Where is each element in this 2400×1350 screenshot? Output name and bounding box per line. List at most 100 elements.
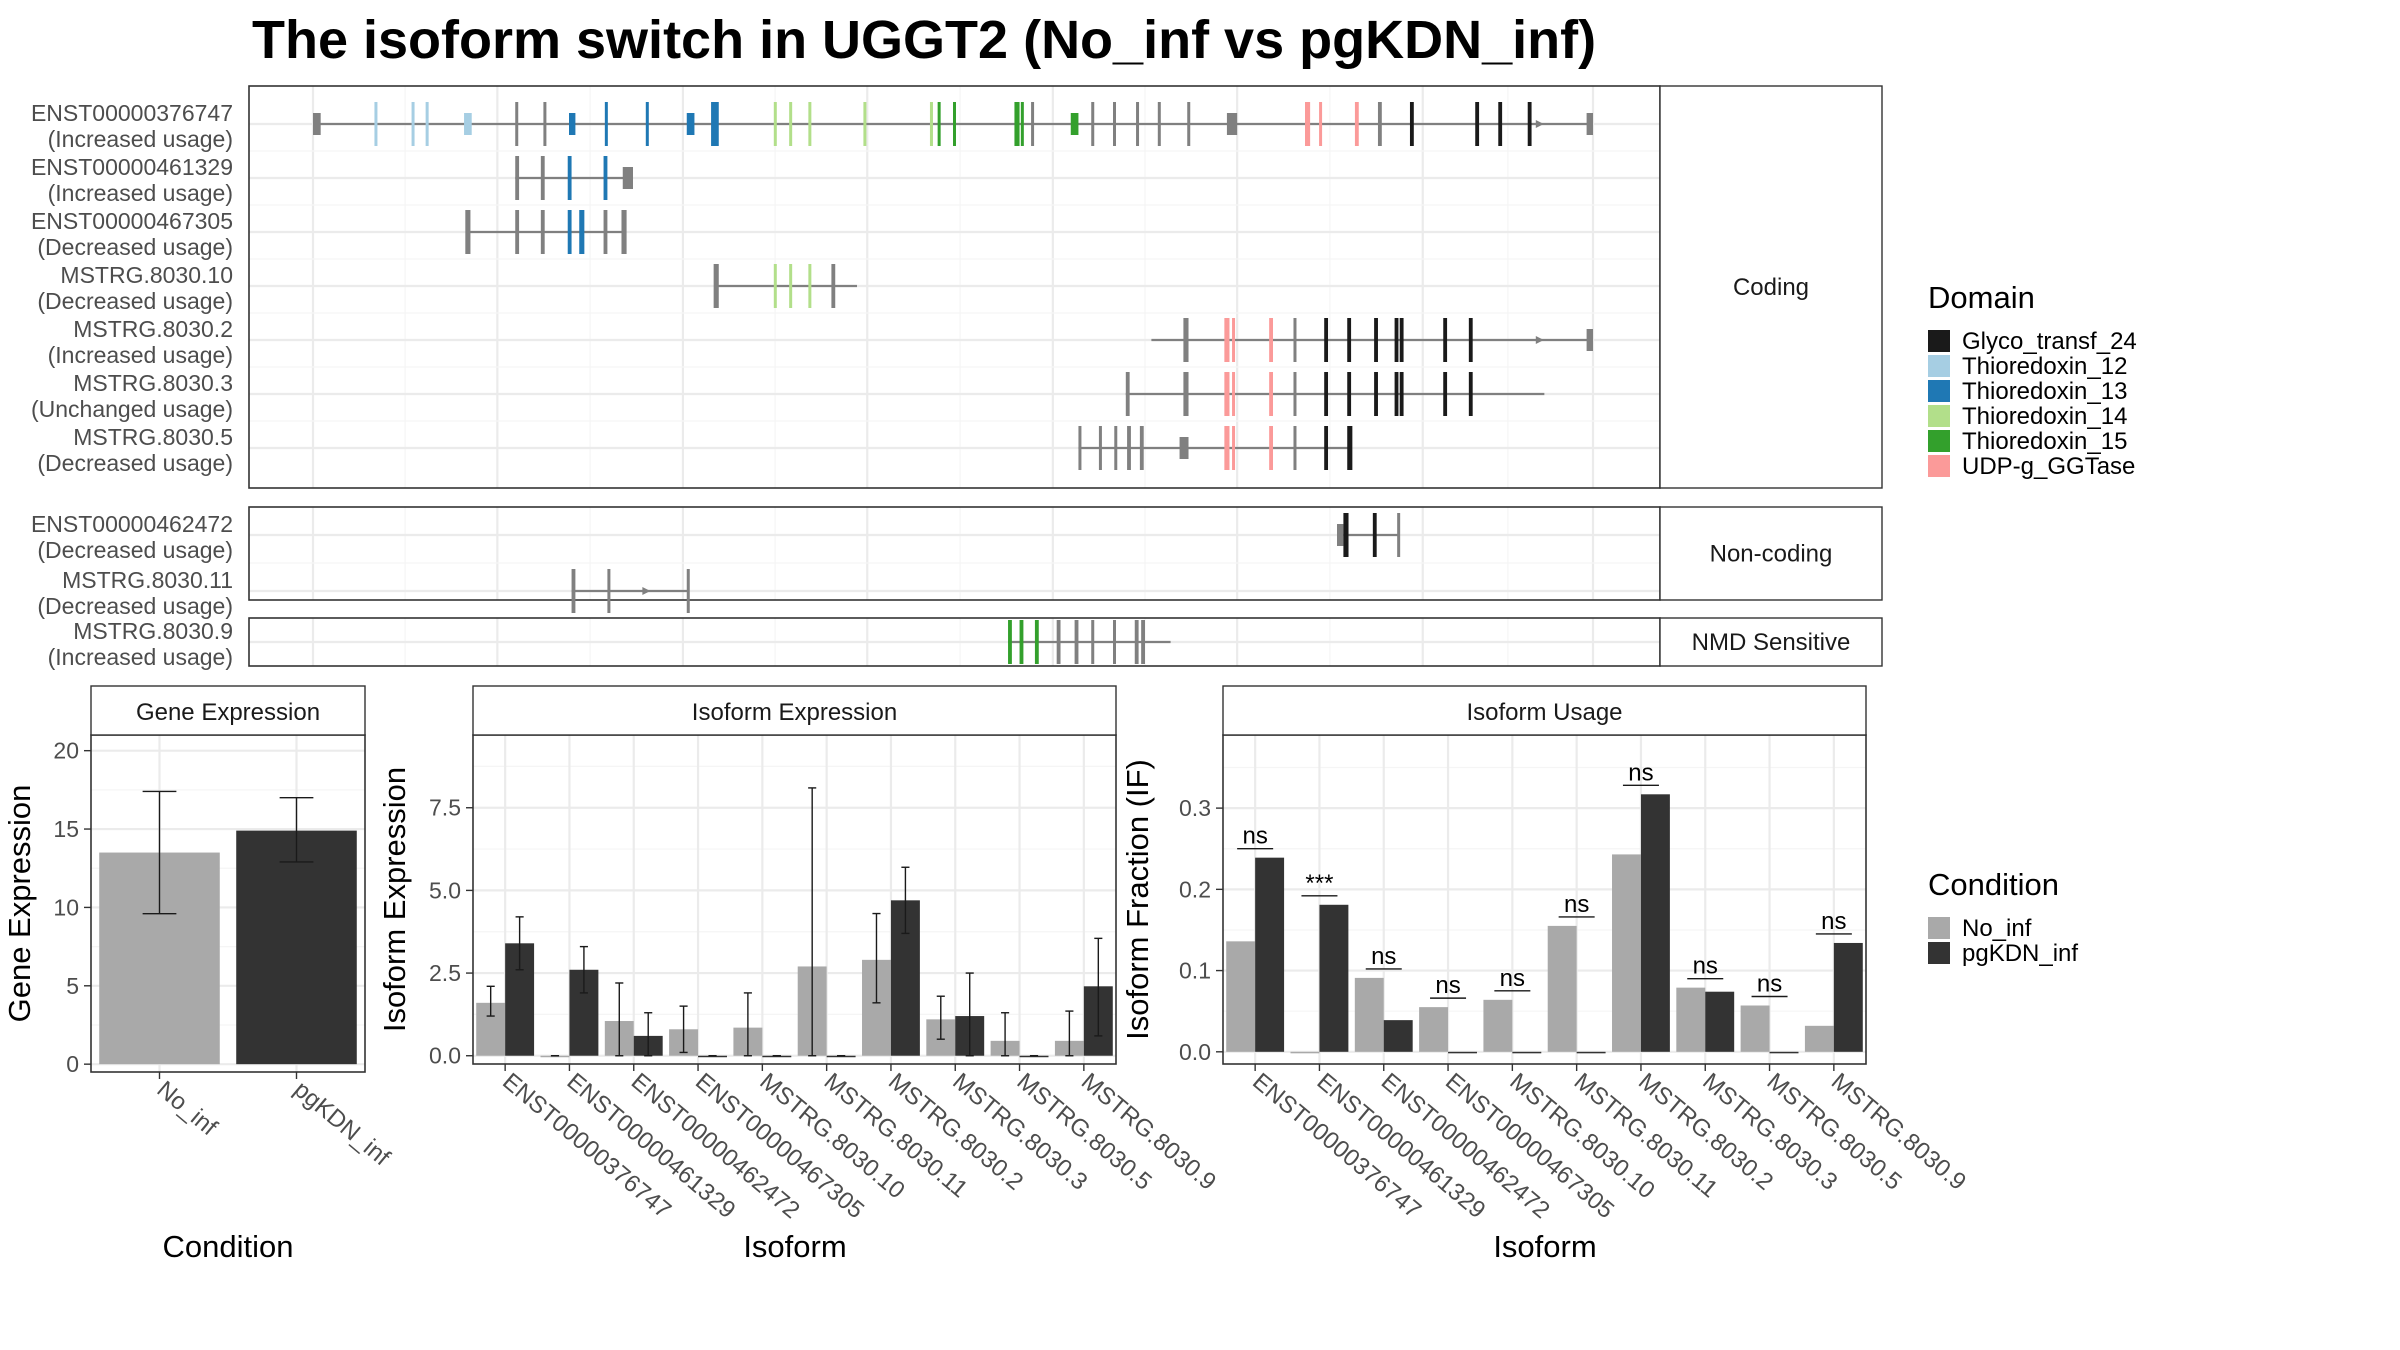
exon-domain [374,102,378,146]
transcript-id-label: MSTRG.8030.3 [73,370,233,396]
significance-label: ns [1242,823,1267,850]
exon-domain [1475,102,1480,146]
exon-domain [1232,318,1236,362]
exon [515,210,520,254]
facet-strip [90,685,366,736]
legend-key-label: pgKDN_inf [1962,940,2078,967]
y-tick-label: 0.2 [1179,876,1211,902]
exon-domain [1224,426,1230,470]
facet-strip [1659,617,1883,667]
exon-domain [713,102,719,146]
bar [236,830,357,1065]
exon [1157,102,1161,146]
exon-domain [1020,102,1024,146]
exon-domain [1347,372,1352,416]
exon [515,156,520,200]
exon-domain [1468,318,1473,362]
significance-label: ns [1628,759,1653,786]
exon [313,113,321,135]
exon-domain [1343,513,1349,557]
exon-domain [1324,372,1329,416]
exon [465,210,471,254]
exon [1091,102,1095,146]
transcript-usage-label: (Unchanged usage) [31,396,233,422]
transcript-id-label: MSTRG.8030.2 [73,316,233,342]
exon-domain [1034,620,1039,664]
exon [1031,102,1035,146]
exon-domain [1014,102,1020,146]
legend-key-swatch [1928,455,1950,477]
exon [1337,524,1344,546]
exon-domain [1399,318,1404,362]
bar [1383,1020,1413,1052]
legend-key-swatch [1928,330,1950,352]
exon [1226,113,1238,135]
exon-domain [1319,102,1323,146]
chart-title: Gene Expression [136,699,320,726]
exon [1113,620,1116,664]
figure-title: The isoform switch in UGGT2 (No_inf vs p… [252,10,1596,70]
exon [1113,102,1116,146]
exon [543,102,547,146]
y-tick-label: 0.0 [1179,1039,1211,1065]
transcript-usage-label: (Decreased usage) [37,234,233,260]
y-axis-label: Isoform Expression [377,767,412,1032]
exon-domain [1019,620,1024,664]
exon [1586,113,1593,135]
exon [515,102,519,146]
bar [1512,1051,1542,1054]
bar [1612,854,1641,1052]
exon [686,569,690,613]
exon-domain [1324,426,1329,470]
transcript-id-label: MSTRG.8030.11 [62,567,233,593]
bar [1576,1051,1606,1054]
chart-title: Isoform Usage [1466,699,1622,726]
bar [762,1055,792,1058]
exon [1293,372,1297,416]
chart-title: Isoform Expression [692,699,897,726]
significance-label: ns [1435,972,1460,999]
exon-domain [1347,426,1353,470]
bar [1483,999,1513,1052]
exon-domain [1354,102,1359,146]
exon [1139,426,1144,470]
exon [1134,620,1139,664]
bar [698,1055,727,1058]
exon [1586,329,1593,351]
bar [1019,1055,1049,1058]
y-tick-label: 5 [66,973,79,999]
exon-domain [645,102,649,146]
exon-domain [411,102,415,146]
exon-domain [1374,372,1378,416]
transcript-usage-label: (Decreased usage) [37,537,233,563]
exon-domain [773,102,777,146]
x-axis-label: Condition [163,1229,294,1264]
bar [1640,794,1670,1052]
bar [1354,977,1384,1052]
transcript-id-label: MSTRG.8030.5 [73,424,233,450]
exon-domain [567,156,572,200]
legend-key-swatch [1928,942,1950,964]
exon [1098,426,1102,470]
strand-arrow [1535,336,1544,344]
strand-arrow [642,587,651,595]
exon-domain [929,102,933,146]
legend-key-label: Thioredoxin_12 [1962,353,2127,380]
bar [1255,857,1285,1052]
exon [603,210,608,254]
bar [540,1055,570,1058]
exon [540,210,545,254]
exon-domain [1498,102,1503,146]
exon-domain [1374,318,1378,362]
bar [1419,1007,1449,1052]
legend-key-label: No_inf [1962,915,2032,942]
x-tick-label: pgKDN_inf [289,1076,396,1172]
bar [1769,1051,1799,1054]
exon-domain [1232,426,1236,470]
exon-domain [1269,318,1273,362]
significance-label: ns [1564,891,1589,918]
bar [1740,1005,1770,1052]
exon [621,210,627,254]
exon [607,569,611,613]
